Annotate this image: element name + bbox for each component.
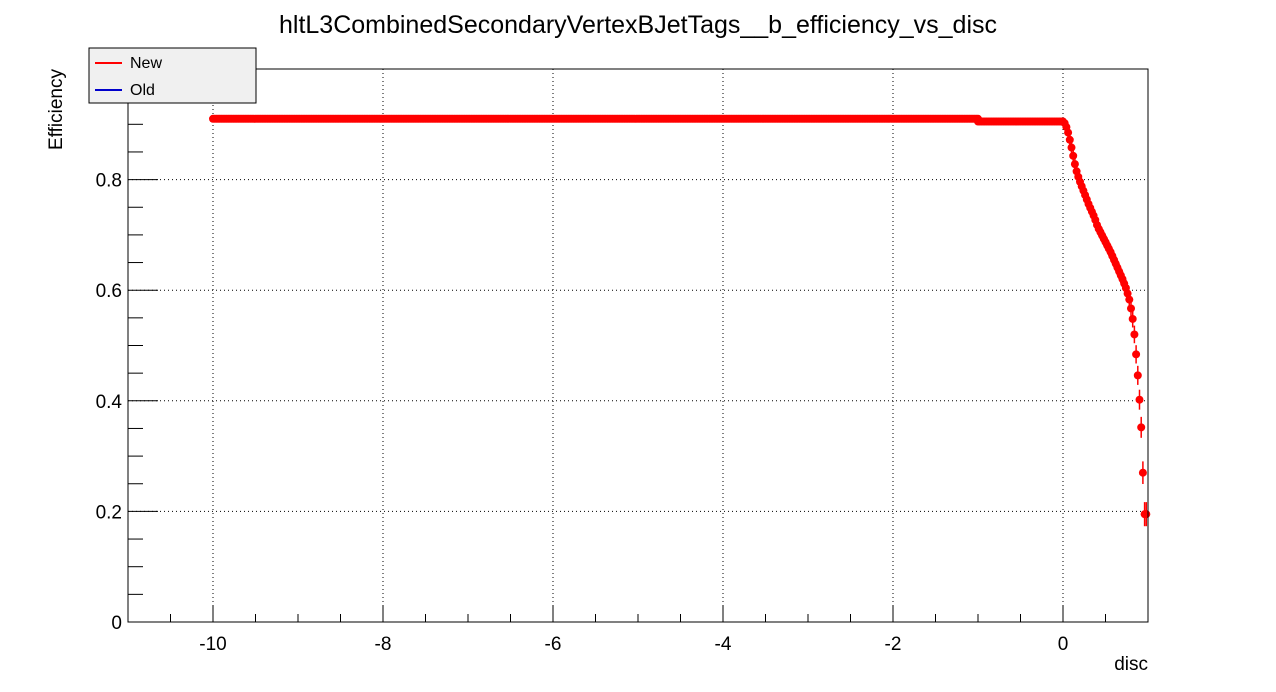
chart-title: hltL3CombinedSecondaryVertexBJetTags__b_…: [279, 11, 997, 39]
x-tick-label: -10: [199, 634, 226, 655]
data-point-new: [1138, 468, 1147, 477]
data-point-new: [1128, 314, 1137, 323]
data-point-new: [1132, 350, 1141, 359]
data-point-new: [1127, 304, 1135, 313]
data-markers: [209, 114, 1151, 527]
data-point-new: [1133, 371, 1142, 380]
y-tick-label: 0.4: [96, 392, 123, 413]
legend: New Old: [88, 47, 257, 104]
data-point-new: [1070, 160, 1079, 169]
legend-label-new: New: [130, 55, 162, 72]
data-point-new: [1142, 510, 1151, 519]
y-tick-label: 0.2: [96, 502, 122, 523]
data-point-new: [1125, 295, 1134, 304]
legend-box: [88, 47, 257, 104]
data-point-new: [1065, 135, 1074, 144]
y-axis-label: Efficiency: [46, 69, 67, 150]
x-tick-label: -6: [545, 634, 562, 655]
x-tick-label: -8: [375, 634, 392, 655]
tick-labels: -10 -8 -6 -4 -2 0 0 0.2 0.4 0.6 0.8: [96, 171, 1069, 655]
y-tick-label: 0.8: [96, 171, 122, 192]
data-point-new: [1064, 128, 1073, 137]
data-point-new: [1130, 330, 1139, 339]
x-axis-label: disc: [1114, 654, 1148, 675]
grid: [128, 69, 1148, 622]
x-tick-label: -4: [715, 634, 732, 655]
y-tick-label: 0.6: [96, 281, 122, 302]
data-point-new: [1135, 395, 1144, 404]
data-point-new: [1067, 143, 1076, 152]
x-tick-label: 0: [1058, 634, 1069, 655]
data-point-new: [1069, 151, 1078, 160]
x-tick-label: -2: [885, 634, 902, 655]
data-point-new: [1137, 423, 1146, 432]
y-tick-label: 0: [111, 613, 122, 634]
legend-label-old: Old: [130, 82, 155, 99]
plot-frame: [127, 68, 1149, 623]
